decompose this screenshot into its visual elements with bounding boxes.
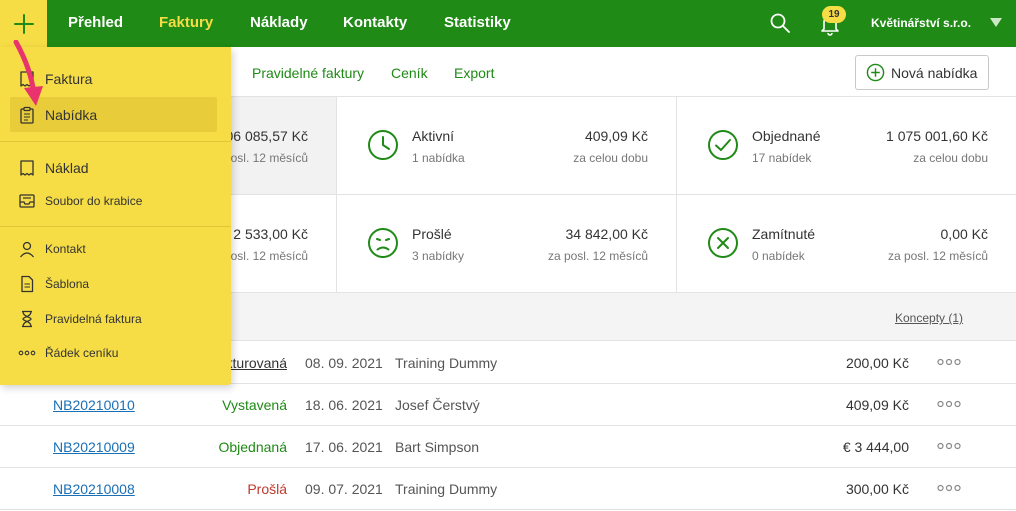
check-circle-icon	[708, 130, 738, 160]
status-text: Prošlá	[247, 481, 287, 497]
stat-amount: 1 075 001,60 Kč	[886, 128, 988, 144]
nav-item-naklady[interactable]: Náklady	[250, 14, 308, 31]
nav-item-kontakty[interactable]: Kontakty	[343, 14, 408, 31]
stat-period: za celou dobu	[913, 151, 988, 165]
hourglass-icon	[22, 310, 32, 328]
new-offer-button[interactable]: Nová nabídka	[855, 55, 989, 90]
menu-item-label: Kontakt	[45, 242, 86, 256]
stat-amount: 34 842,00 Kč	[565, 226, 648, 242]
stat-amount: 2 533,00 Kč	[233, 226, 308, 242]
client-name: Bart Simpson	[395, 439, 480, 455]
stat-sub: 0 nabídek	[752, 249, 805, 263]
nav-item-statistiky[interactable]: Statistiky	[444, 14, 511, 31]
date-text: 09. 07. 2021	[305, 481, 383, 497]
client-name: Training Dummy	[395, 355, 498, 371]
amount-text: 409,09 Kč	[845, 397, 909, 413]
stat-amount: 409,09 Kč	[584, 128, 648, 144]
chevron-down-icon[interactable]	[990, 18, 1002, 27]
more-options-icon[interactable]	[937, 442, 961, 450]
menu-item-label: Řádek ceníku	[45, 346, 119, 360]
plus-icon	[13, 13, 34, 34]
link-price-list[interactable]: Ceník	[391, 65, 428, 81]
add-new-button[interactable]	[0, 0, 47, 47]
offer-number-link[interactable]: NB20210010	[53, 397, 135, 413]
amount-text: 300,00 Kč	[845, 481, 909, 497]
menu-item-label: Náklad	[45, 160, 89, 176]
link-recurring-invoices[interactable]: Pravidelné faktury	[252, 65, 365, 81]
stat-tile-expired[interactable]: Prošlé 3 nabídky 34 842,00 Kč za posl. 1…	[337, 195, 677, 293]
inbox-tray-icon	[19, 194, 35, 208]
stat-tile-rejected[interactable]: Zamítnuté 0 nabídek 0,00 Kč za posl. 12 …	[677, 195, 1016, 293]
stat-label: Zamítnuté	[752, 226, 816, 242]
stat-period: posl. 12 měsíců	[223, 249, 308, 263]
nav-item-faktury[interactable]: Faktury	[159, 14, 214, 31]
search-icon[interactable]	[769, 12, 791, 34]
clipboard-icon	[20, 106, 34, 124]
menu-item-label: Soubor do krabice	[45, 194, 143, 208]
stat-label: Aktivní	[412, 128, 455, 144]
document-icon	[21, 275, 34, 293]
menu-item-label: Nabídka	[45, 106, 98, 123]
add-new-menu: Faktura Nabídka Náklad Soubor do krabice…	[0, 47, 231, 385]
new-offer-label: Nová nabídka	[891, 64, 978, 81]
top-navigation: Přehled Faktury Náklady Kontakty Statist…	[0, 0, 1016, 47]
offer-number-link[interactable]: NB20210009	[53, 439, 135, 455]
date-text: 18. 06. 2021	[305, 397, 383, 413]
stat-period: za posl. 12 měsíců	[547, 249, 648, 263]
stat-period: posl. 12 měsíců	[223, 151, 308, 165]
menu-item-label: Šablona	[45, 277, 90, 291]
more-options-icon[interactable]	[937, 484, 961, 492]
amount-text: 200,00 Kč	[845, 355, 909, 371]
menu-item-naklad[interactable]: Náklad	[10, 152, 217, 184]
dots-icon	[18, 350, 36, 356]
stat-sub: 1 nabídka	[412, 151, 465, 165]
menu-item-label: Faktura	[45, 71, 93, 87]
client-name: Training Dummy	[395, 481, 498, 497]
more-options-icon[interactable]	[937, 400, 961, 408]
offer-number-link[interactable]: NB20210008	[53, 481, 135, 497]
link-export[interactable]: Export	[454, 65, 495, 81]
stat-period: za posl. 12 měsíců	[887, 249, 988, 263]
drafts-link[interactable]: Koncepty (1)	[895, 311, 964, 325]
date-text: 08. 09. 2021	[305, 355, 383, 371]
menu-item-label: Pravidelná faktura	[45, 312, 142, 326]
menu-item-pravidelna-faktura[interactable]: Pravidelná faktura	[10, 303, 217, 335]
table-row[interactable]: NB20210010 Vystavená 18. 06. 2021 Josef …	[0, 384, 1016, 426]
notification-badge: 19	[822, 6, 846, 23]
receipt-icon	[20, 160, 34, 176]
client-name: Josef Čerstvý	[395, 397, 480, 413]
status-text: Vystavená	[222, 397, 287, 413]
menu-divider	[0, 226, 231, 227]
stat-amount: 06 085,57 Kč	[225, 128, 308, 144]
status-text: Objednaná	[218, 439, 287, 455]
menu-item-nabidka[interactable]: Nabídka	[10, 97, 217, 132]
stat-tile-active[interactable]: Aktivní 1 nabídka 409,09 Kč za celou dob…	[337, 97, 677, 195]
x-circle-icon	[708, 228, 738, 258]
menu-item-soubor-do-krabice[interactable]: Soubor do krabice	[10, 185, 217, 217]
date-text: 17. 06. 2021	[305, 439, 383, 455]
stat-amount: 0,00 Kč	[940, 226, 988, 242]
clock-icon	[368, 130, 398, 160]
menu-item-sablona[interactable]: Šablona	[10, 268, 217, 300]
pointer-arrow-icon	[13, 40, 43, 106]
stat-sub: 17 nabídek	[752, 151, 812, 165]
table-row[interactable]: NB20210009 Objednaná 17. 06. 2021 Bart S…	[0, 426, 1016, 468]
table-row[interactable]: NB20210008 Prošlá 09. 07. 2021 Training …	[0, 468, 1016, 510]
frown-face-icon	[368, 228, 398, 258]
stat-period: za celou dobu	[573, 151, 648, 165]
nav-item-prehled[interactable]: Přehled	[68, 14, 124, 31]
menu-divider	[0, 141, 231, 142]
stat-label: Prošlé	[412, 226, 452, 242]
company-selector[interactable]: Květinářství s.r.o.	[871, 16, 972, 30]
plus-circle-icon	[866, 63, 885, 82]
stat-tile-ordered[interactable]: Objednané 17 nabídek 1 075 001,60 Kč za …	[677, 97, 1016, 195]
menu-item-radek-ceniku[interactable]: Řádek ceníku	[10, 337, 217, 369]
more-options-icon[interactable]	[937, 358, 961, 366]
person-icon	[19, 241, 35, 258]
amount-text: € 3 444,00	[842, 439, 909, 455]
stat-label: Objednané	[752, 128, 821, 144]
stat-sub: 3 nabídky	[412, 249, 465, 263]
status-text: kturovaná	[225, 355, 287, 371]
menu-item-kontakt[interactable]: Kontakt	[10, 233, 217, 265]
